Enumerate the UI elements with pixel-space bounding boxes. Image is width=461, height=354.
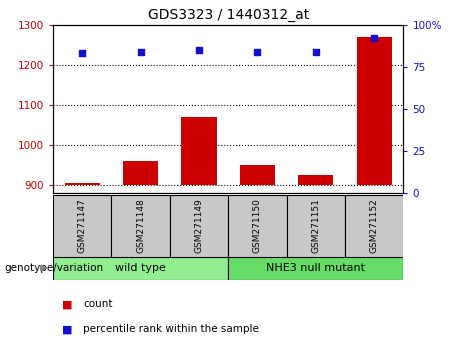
Point: [312, 49, 319, 55]
Point: [254, 49, 261, 55]
Bar: [112, 195, 170, 257]
Text: GSM271149: GSM271149: [195, 198, 203, 252]
Point: [137, 49, 144, 55]
Bar: [182, 117, 217, 185]
Text: count: count: [83, 299, 112, 309]
Text: genotype/variation: genotype/variation: [5, 263, 104, 273]
Point: [195, 47, 203, 53]
Bar: [65, 183, 100, 185]
Text: ■: ■: [62, 299, 73, 309]
Text: wild type: wild type: [115, 263, 166, 273]
Bar: [240, 165, 275, 185]
Text: GSM271151: GSM271151: [311, 198, 320, 253]
Point: [371, 35, 378, 41]
Bar: [53, 257, 228, 280]
Bar: [123, 161, 158, 185]
Title: GDS3323 / 1440312_at: GDS3323 / 1440312_at: [148, 8, 309, 22]
Text: GSM271152: GSM271152: [370, 198, 378, 252]
Bar: [345, 195, 403, 257]
Bar: [298, 175, 333, 185]
Text: GSM271148: GSM271148: [136, 198, 145, 252]
Bar: [357, 37, 392, 185]
Text: GSM271147: GSM271147: [78, 198, 87, 252]
Text: GSM271150: GSM271150: [253, 198, 262, 253]
Text: percentile rank within the sample: percentile rank within the sample: [83, 324, 259, 334]
Bar: [287, 195, 345, 257]
Text: ■: ■: [62, 324, 73, 334]
Bar: [53, 195, 112, 257]
Point: [78, 51, 86, 56]
Bar: [228, 257, 403, 280]
Bar: [170, 195, 228, 257]
Bar: [228, 195, 287, 257]
Text: NHE3 null mutant: NHE3 null mutant: [266, 263, 365, 273]
